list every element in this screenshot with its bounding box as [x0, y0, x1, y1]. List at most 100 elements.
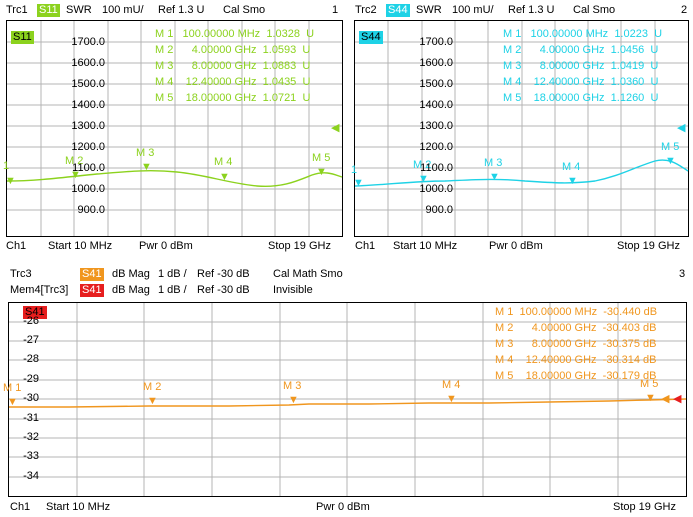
- footer-power[interactable]: Pwr 0 dBm: [489, 240, 543, 252]
- plot-marker-label: 1: [351, 164, 358, 176]
- marker-triangle-icon[interactable]: ▼: [141, 161, 152, 173]
- flags-label: Cal Smo: [573, 4, 616, 16]
- flags-label: Cal Smo: [223, 4, 266, 16]
- y-tick: 1600.0: [419, 57, 453, 69]
- format-label[interactable]: SWR: [416, 4, 442, 16]
- footer-stop[interactable]: Stop 19 GHz: [268, 240, 331, 252]
- plot-marker-label: M 4: [442, 379, 461, 391]
- y-tick: -31: [23, 412, 39, 424]
- marker-row: M 3 8.00000 GHz 1.0883 U: [155, 60, 311, 72]
- marker-row: M 1 100.00000 MHz 1.0328 U: [155, 28, 315, 40]
- reference-level-arrow-icon[interactable]: ◀: [331, 122, 340, 134]
- memory-param-badge[interactable]: S41: [80, 284, 104, 297]
- marker-triangle-icon[interactable]: ▼: [147, 395, 158, 407]
- marker-triangle-icon[interactable]: ▼: [489, 171, 500, 183]
- channel-number: 2: [681, 4, 688, 16]
- plot-marker-label: M 3: [283, 380, 302, 392]
- marker-row: M 5 18.00000 GHz 1.1260 U: [503, 92, 659, 104]
- marker-triangle-icon[interactable]: ▼: [316, 166, 327, 178]
- y-tick: -34: [23, 470, 39, 482]
- y-tick: 1500.0: [71, 78, 105, 90]
- plot-marker-label: M 2: [65, 155, 84, 167]
- marker-triangle-icon[interactable]: ▼: [567, 175, 578, 187]
- param-badge[interactable]: S44: [386, 4, 410, 17]
- scale-label[interactable]: 100 mU/: [452, 4, 494, 16]
- marker-triangle-icon[interactable]: ▼: [5, 175, 16, 187]
- y-tick: -28: [23, 353, 39, 365]
- param-badge[interactable]: S41: [80, 268, 104, 281]
- y-tick: -29: [23, 373, 39, 385]
- footer-start[interactable]: Start 10 MHz: [48, 240, 113, 252]
- flags-label: Cal Math Smo: [273, 268, 343, 280]
- trace-plot-area[interactable]: S44 M 1 100.00000 MHz 1.0223 U M 2 4.000…: [351, 20, 689, 237]
- trace-label[interactable]: Trc2: [355, 4, 377, 16]
- marker-triangle-icon[interactable]: ▼: [645, 392, 656, 404]
- y-tick: -32: [23, 431, 39, 443]
- trace-label[interactable]: Trc1: [6, 4, 28, 16]
- reference-level-arrow-icon[interactable]: ◀: [677, 122, 686, 134]
- grid-and-trace: [354, 21, 689, 236]
- plot-param-badge: S44: [359, 31, 383, 44]
- plot-marker-label: M 5: [312, 152, 331, 164]
- marker-row: M 2 4.00000 GHz -30.403 dB: [495, 322, 657, 334]
- channel-number: 3: [679, 268, 686, 280]
- scale-label[interactable]: 100 mU/: [102, 4, 144, 16]
- y-tick: 1100.0: [420, 162, 453, 174]
- scale-label[interactable]: 1 dB /: [158, 268, 187, 280]
- marker-row: M 5 18.00000 GHz -30.179 dB: [495, 370, 657, 382]
- marker-row: M 5 18.00000 GHz 1.0721 U: [155, 92, 311, 104]
- format-label[interactable]: SWR: [66, 4, 92, 16]
- reference-level-arrow-icon[interactable]: ◀: [661, 393, 670, 405]
- y-tick: 1400.0: [71, 99, 105, 111]
- y-tick: 1200.0: [71, 141, 105, 153]
- y-tick: -30: [23, 392, 39, 404]
- footer-power[interactable]: Pwr 0 dBm: [316, 501, 370, 513]
- footer-start[interactable]: Start 10 MHz: [46, 501, 111, 513]
- footer-channel[interactable]: Ch1: [10, 501, 31, 513]
- format-label[interactable]: dB Mag: [112, 268, 150, 280]
- y-tick: 1200.0: [419, 141, 453, 153]
- plot-marker-label: M 4: [562, 161, 581, 173]
- trace-label[interactable]: Trc3: [10, 268, 32, 280]
- plot-param-badge: S41: [23, 306, 47, 319]
- marker-triangle-icon[interactable]: ▼: [288, 394, 299, 406]
- ref-label[interactable]: Ref 1.3 U: [508, 4, 555, 16]
- footer-stop[interactable]: Stop 19 GHz: [613, 501, 676, 513]
- plot-marker-label: 1: [3, 160, 10, 172]
- y-tick: 1300.0: [71, 120, 105, 132]
- grid-and-trace: [6, 21, 343, 236]
- footer-power[interactable]: Pwr 0 dBm: [139, 240, 193, 252]
- footer-start[interactable]: Start 10 MHz: [393, 240, 458, 252]
- trace-plot-area[interactable]: S11 M 1 100.00000 MHz 1.0328 U M 2 4.000…: [3, 20, 343, 237]
- memory-reference-arrow-icon[interactable]: ◀: [673, 393, 682, 405]
- marker-triangle-icon[interactable]: ▼: [70, 169, 81, 181]
- marker-triangle-icon[interactable]: ▼: [219, 171, 230, 183]
- memory-format-label[interactable]: dB Mag: [112, 284, 150, 296]
- y-tick: -27: [23, 334, 39, 346]
- y-axis-ticks: -26 -27 -28 -29 -30 -31 -32 -33 -34: [8, 302, 39, 495]
- footer-stop[interactable]: Stop 19 GHz: [617, 240, 680, 252]
- y-tick: 1700.0: [419, 36, 453, 48]
- marker-triangle-icon[interactable]: ▼: [446, 393, 457, 405]
- ref-label[interactable]: Ref -30 dB: [197, 268, 250, 280]
- y-tick: 1300.0: [419, 120, 453, 132]
- footer-channel[interactable]: Ch1: [355, 240, 376, 252]
- y-tick: 1700.0: [71, 36, 105, 48]
- marker-triangle-icon[interactable]: ▼: [418, 173, 429, 185]
- memory-ref-label[interactable]: Ref -30 dB: [197, 284, 250, 296]
- marker-row: M 3 8.00000 GHz -30.375 dB: [495, 338, 657, 350]
- trace-plot-area[interactable]: S41 M 1 100.00000 MHz -30.440 dB M 2 4.0…: [3, 302, 687, 497]
- marker-triangle-icon[interactable]: ▼: [7, 396, 18, 408]
- marker-triangle-icon[interactable]: ▼: [353, 177, 364, 189]
- marker-row: M 1 100.00000 MHz -30.440 dB: [495, 306, 658, 318]
- memory-scale-label[interactable]: 1 dB /: [158, 284, 187, 296]
- plot-marker-label: M 2: [413, 159, 432, 171]
- ref-label[interactable]: Ref 1.3 U: [158, 4, 205, 16]
- plot-marker-label: M 1: [3, 382, 22, 394]
- footer-channel[interactable]: Ch1: [6, 240, 27, 252]
- memory-trace-label[interactable]: Mem4[Trc3]: [10, 284, 69, 296]
- y-tick: 1600.0: [71, 57, 105, 69]
- param-badge[interactable]: S11: [37, 4, 60, 17]
- marker-row: M 3 8.00000 GHz 1.0419 U: [503, 60, 659, 72]
- marker-triangle-icon[interactable]: ▼: [665, 155, 676, 167]
